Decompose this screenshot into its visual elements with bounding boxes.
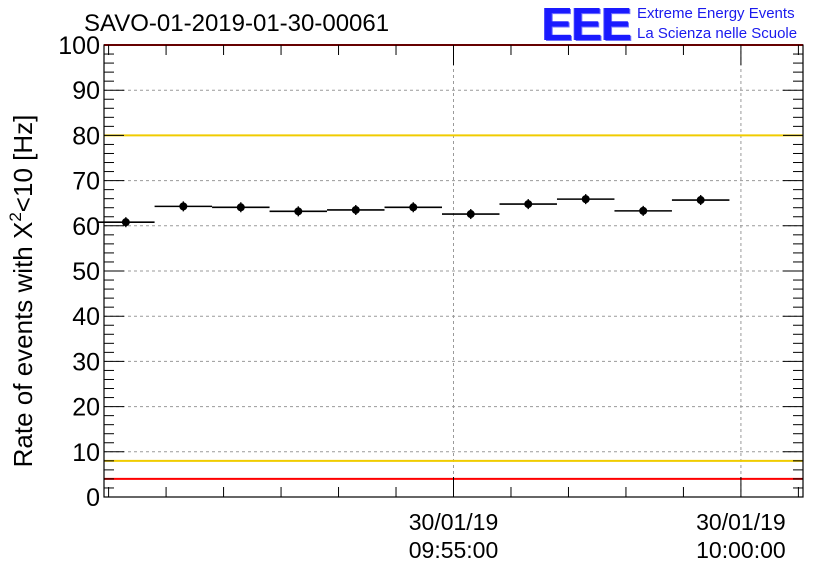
data-point <box>696 196 705 205</box>
y-axis-label-superscript: 2 <box>6 212 25 221</box>
logo-line-project: Extreme Energy Events <box>637 5 795 22</box>
x-tick-date: 30/01/19 <box>696 509 786 535</box>
data-point <box>236 203 245 212</box>
data-point <box>581 195 590 204</box>
y-tick-label: 30 <box>72 348 100 376</box>
data-series <box>97 194 730 228</box>
data-point <box>294 207 303 216</box>
y-tick-label: 50 <box>72 258 100 286</box>
data-point <box>121 218 130 227</box>
axes: 010203040506070809010030/01/1909:55:0030… <box>58 32 803 563</box>
grid <box>104 45 803 497</box>
y-tick-label: 10 <box>72 439 100 467</box>
y-axis-label-suffix: <10 [Hz] <box>8 115 38 213</box>
y-tick-label: 40 <box>72 303 100 331</box>
logo-mark: EEE <box>542 0 632 50</box>
y-tick-label: 80 <box>72 122 100 150</box>
x-tick-date: 30/01/19 <box>409 509 499 535</box>
logo-line-subtitle: La Scienza nelle Scuole <box>637 25 798 42</box>
x-tick-time: 09:55:00 <box>409 537 499 563</box>
data-point <box>179 202 188 211</box>
y-tick-label: 70 <box>72 168 100 196</box>
data-point <box>409 203 418 212</box>
y-axis-label: Rate of events with X2<10 [Hz] <box>6 115 38 468</box>
y-tick-label: 60 <box>72 213 100 241</box>
data-point <box>351 205 360 214</box>
x-tick-time: 10:00:00 <box>696 537 786 563</box>
data-point <box>466 210 475 219</box>
eee-logo: EEE Extreme Energy Events La Scienza nel… <box>542 0 832 50</box>
y-tick-label: 90 <box>72 77 100 105</box>
y-tick-label: 20 <box>72 394 100 422</box>
y-axis-label-prefix: Rate of events with X <box>8 222 38 468</box>
data-point <box>639 206 648 215</box>
chart-title: SAVO-01-2019-01-30-00061 <box>84 10 390 37</box>
data-point <box>524 200 533 209</box>
y-tick-label: 100 <box>58 32 100 60</box>
y-tick-label: 0 <box>86 484 100 512</box>
